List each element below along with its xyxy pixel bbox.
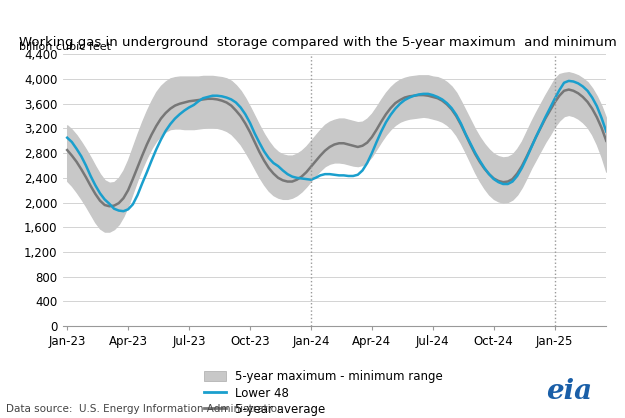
Text: eia: eia bbox=[546, 378, 592, 405]
Text: Data source:  U.S. Energy Information Administration: Data source: U.S. Energy Information Adm… bbox=[6, 404, 284, 414]
Legend: 5-year maximum - minimum range, Lower 48, 5-year average: 5-year maximum - minimum range, Lower 48… bbox=[204, 370, 442, 416]
Text: billion cubic feet: billion cubic feet bbox=[19, 42, 111, 52]
Text: Working gas in underground  storage compared with the 5-year maximum  and minimu: Working gas in underground storage compa… bbox=[19, 36, 617, 49]
